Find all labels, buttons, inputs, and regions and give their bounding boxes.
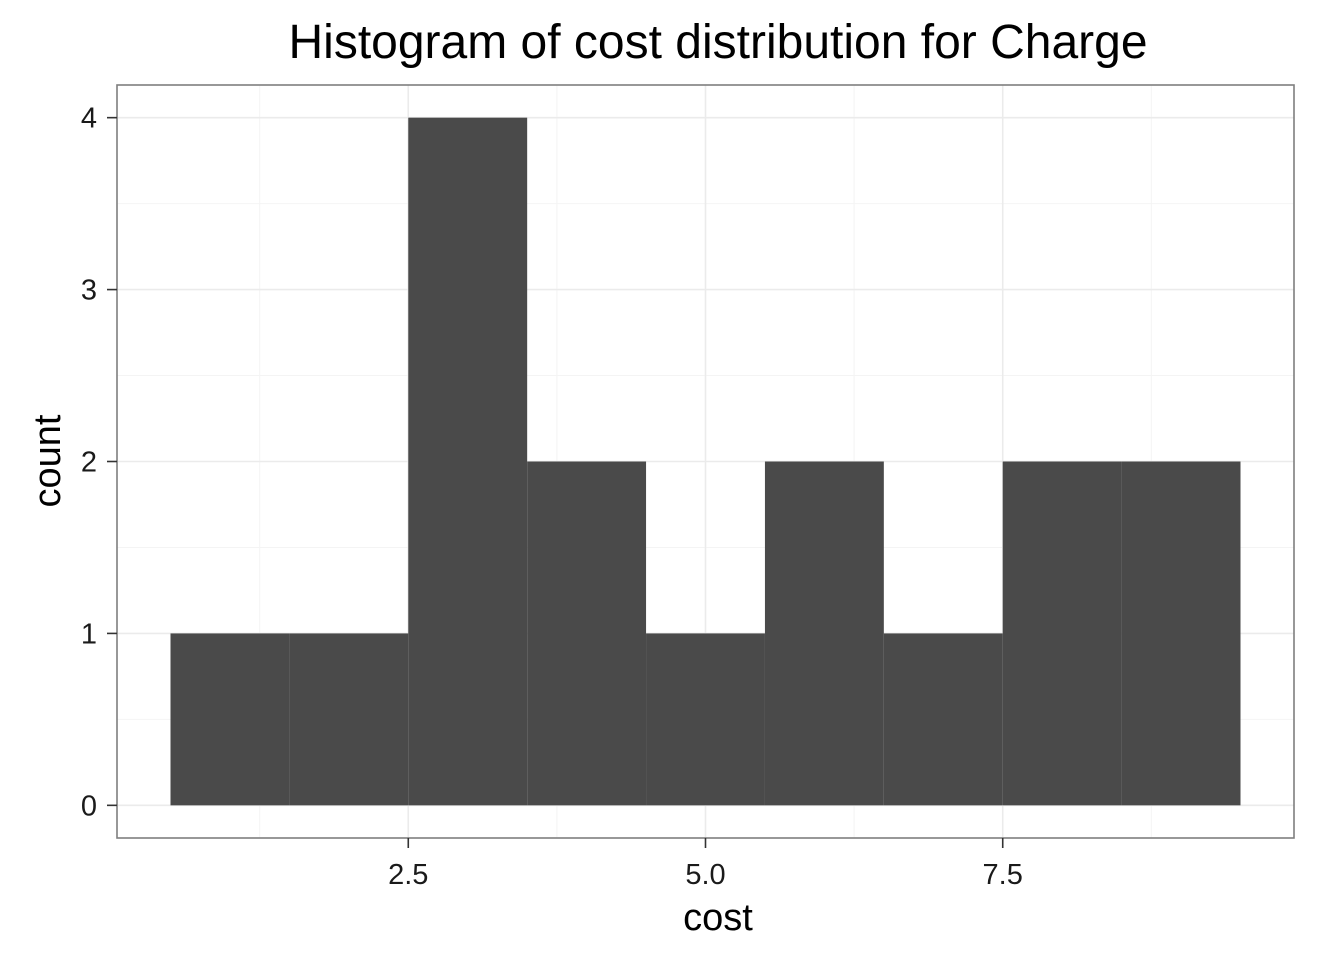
chart-title: Histogram of cost distribution for Charg… bbox=[288, 16, 1147, 69]
y-axis-title: count bbox=[27, 414, 69, 507]
y-tick-label: 4 bbox=[81, 103, 97, 135]
x-axis-title: cost bbox=[683, 897, 753, 939]
y-tick-label: 0 bbox=[81, 790, 97, 822]
y-tick-label: 3 bbox=[81, 275, 97, 307]
histogram-bar-6 bbox=[764, 461, 884, 806]
histogram-bar-1 bbox=[170, 633, 290, 806]
histogram-bar-8 bbox=[1002, 461, 1122, 806]
y-tick-label: 2 bbox=[81, 447, 97, 479]
y-axis-ticks: 0 1 2 3 4 bbox=[81, 103, 117, 822]
histogram-bars bbox=[170, 117, 1241, 806]
histogram-bar-2 bbox=[289, 633, 409, 806]
histogram-bar-4 bbox=[527, 461, 647, 806]
histogram-bar-9 bbox=[1121, 461, 1241, 806]
y-tick-label: 1 bbox=[81, 618, 97, 650]
x-tick-label: 7.5 bbox=[983, 859, 1023, 891]
x-tick-label: 2.5 bbox=[388, 859, 428, 891]
histogram-bar-3 bbox=[408, 117, 528, 806]
x-tick-label: 5.0 bbox=[685, 859, 725, 891]
histogram-bar-7 bbox=[883, 633, 1003, 806]
x-axis-ticks: 2.5 5.0 7.5 bbox=[388, 838, 1023, 891]
histogram-bar-5 bbox=[646, 633, 765, 806]
